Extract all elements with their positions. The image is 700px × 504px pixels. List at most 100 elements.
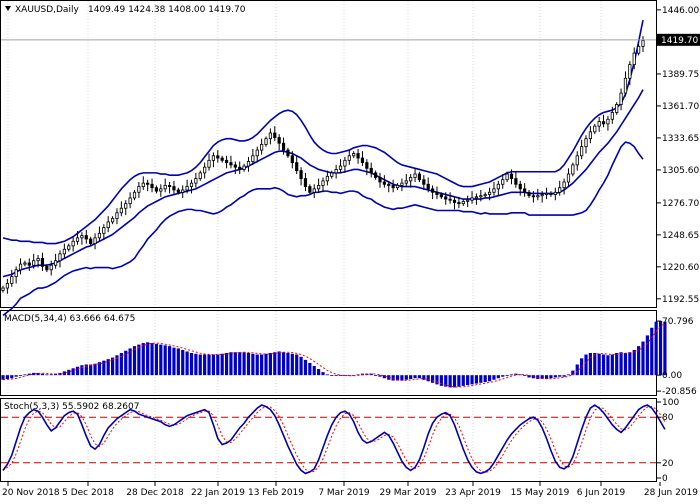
candle-body [203, 167, 205, 173]
candle-body [642, 41, 644, 47]
macd-bar [186, 351, 189, 375]
candle-body [615, 104, 617, 112]
candle-body [85, 236, 87, 239]
macd-bar [286, 353, 289, 375]
candle-body [146, 183, 148, 184]
candle-body [414, 174, 416, 177]
macd-bar [554, 375, 557, 377]
macd-bar [317, 369, 320, 375]
macd-bar [335, 375, 338, 376]
macd-bar [488, 375, 491, 381]
candle-body [401, 183, 403, 185]
candle-body [295, 163, 297, 171]
candle-body [37, 258, 39, 260]
macd-tick-label: 70.796 [662, 317, 694, 327]
candle-body [50, 265, 52, 270]
candle-body [502, 180, 504, 185]
time-tick-label: 7 Mar 2019 [318, 488, 370, 498]
current-price-marker: 1419.70 [657, 34, 700, 46]
macd-bar [308, 363, 311, 375]
macd-bar [181, 350, 184, 375]
macd-bar [203, 355, 206, 376]
candle-body [532, 196, 534, 197]
candle-body [559, 188, 561, 193]
macd-bar [304, 360, 307, 375]
candle-body [409, 177, 411, 180]
price-tick-label: 1361.70 [662, 102, 699, 112]
macd-bar [264, 354, 267, 375]
candle-body [116, 213, 118, 219]
macd-bar [225, 353, 228, 375]
candle-body [19, 264, 21, 270]
macd-bar [168, 346, 171, 375]
macd-bar [199, 355, 202, 376]
candle-body [462, 201, 464, 203]
candle-body [611, 112, 613, 119]
candle-body [107, 222, 109, 228]
candle-body [168, 185, 170, 186]
candle-body [2, 288, 4, 290]
candle-body [72, 241, 74, 246]
price-panel-frame [1, 1, 657, 308]
candle-body [287, 150, 289, 156]
macd-bar [15, 375, 18, 377]
macd-bar [234, 352, 237, 375]
macd-bar [242, 352, 245, 375]
macd-bar [549, 375, 552, 378]
macd-bar [129, 348, 132, 375]
macd-bar [146, 342, 149, 375]
macd-bar [602, 355, 605, 376]
candle-body [484, 195, 486, 196]
candle-body [366, 163, 368, 169]
macd-bar [655, 322, 658, 376]
candle-body [602, 122, 604, 124]
macd-bar [501, 375, 504, 377]
time-tick-label: 22 Jan 2019 [191, 488, 245, 498]
macd-bar [506, 375, 509, 376]
macd-bar [611, 355, 614, 376]
macd-bar [431, 375, 434, 383]
macd-bar [207, 355, 210, 376]
candle-body [633, 53, 635, 64]
candle-body [164, 185, 166, 188]
macd-bar [273, 352, 276, 375]
macd-bar [229, 352, 232, 375]
candle-body [260, 144, 262, 150]
candle-body [46, 266, 48, 269]
price-tick-label: 1389.75 [662, 70, 699, 80]
candle-body [225, 160, 227, 162]
macd-panel: MACD(5,34,4) 63.666 64.675 70.7960.00-20… [1, 311, 698, 398]
candle-body [133, 192, 135, 198]
candle-body [76, 238, 78, 241]
macd-signal-line [3, 323, 665, 387]
macd-bar [584, 355, 587, 376]
time-tick-label: 15 May 2019 [511, 488, 570, 498]
candle-body [68, 246, 70, 249]
band-upper-line [3, 20, 643, 243]
macd-bar [484, 375, 487, 382]
stochastic-title: Stoch(5,3,3) 55.5902 68.2607 [4, 402, 139, 412]
macd-bar [589, 353, 592, 375]
candle-body [572, 165, 574, 174]
macd-bar [212, 355, 215, 376]
candle-body [436, 192, 438, 194]
macd-bar [137, 345, 140, 376]
macd-bar [1, 375, 4, 380]
price-tick-label: 1305.60 [662, 166, 699, 176]
stochastic-levels [1, 417, 656, 463]
macd-bar [221, 354, 224, 375]
macd-bar [510, 374, 513, 375]
macd-bar [663, 322, 666, 376]
candle-body [291, 156, 293, 163]
macd-bar [256, 355, 259, 376]
macd-bar [593, 353, 596, 375]
candle-body [379, 177, 381, 182]
candle-body [374, 173, 376, 178]
time-tick-label: 20 Nov 2018 [2, 488, 60, 498]
candle-body [208, 160, 210, 167]
candle-body [567, 174, 569, 182]
macd-bar [278, 351, 281, 375]
